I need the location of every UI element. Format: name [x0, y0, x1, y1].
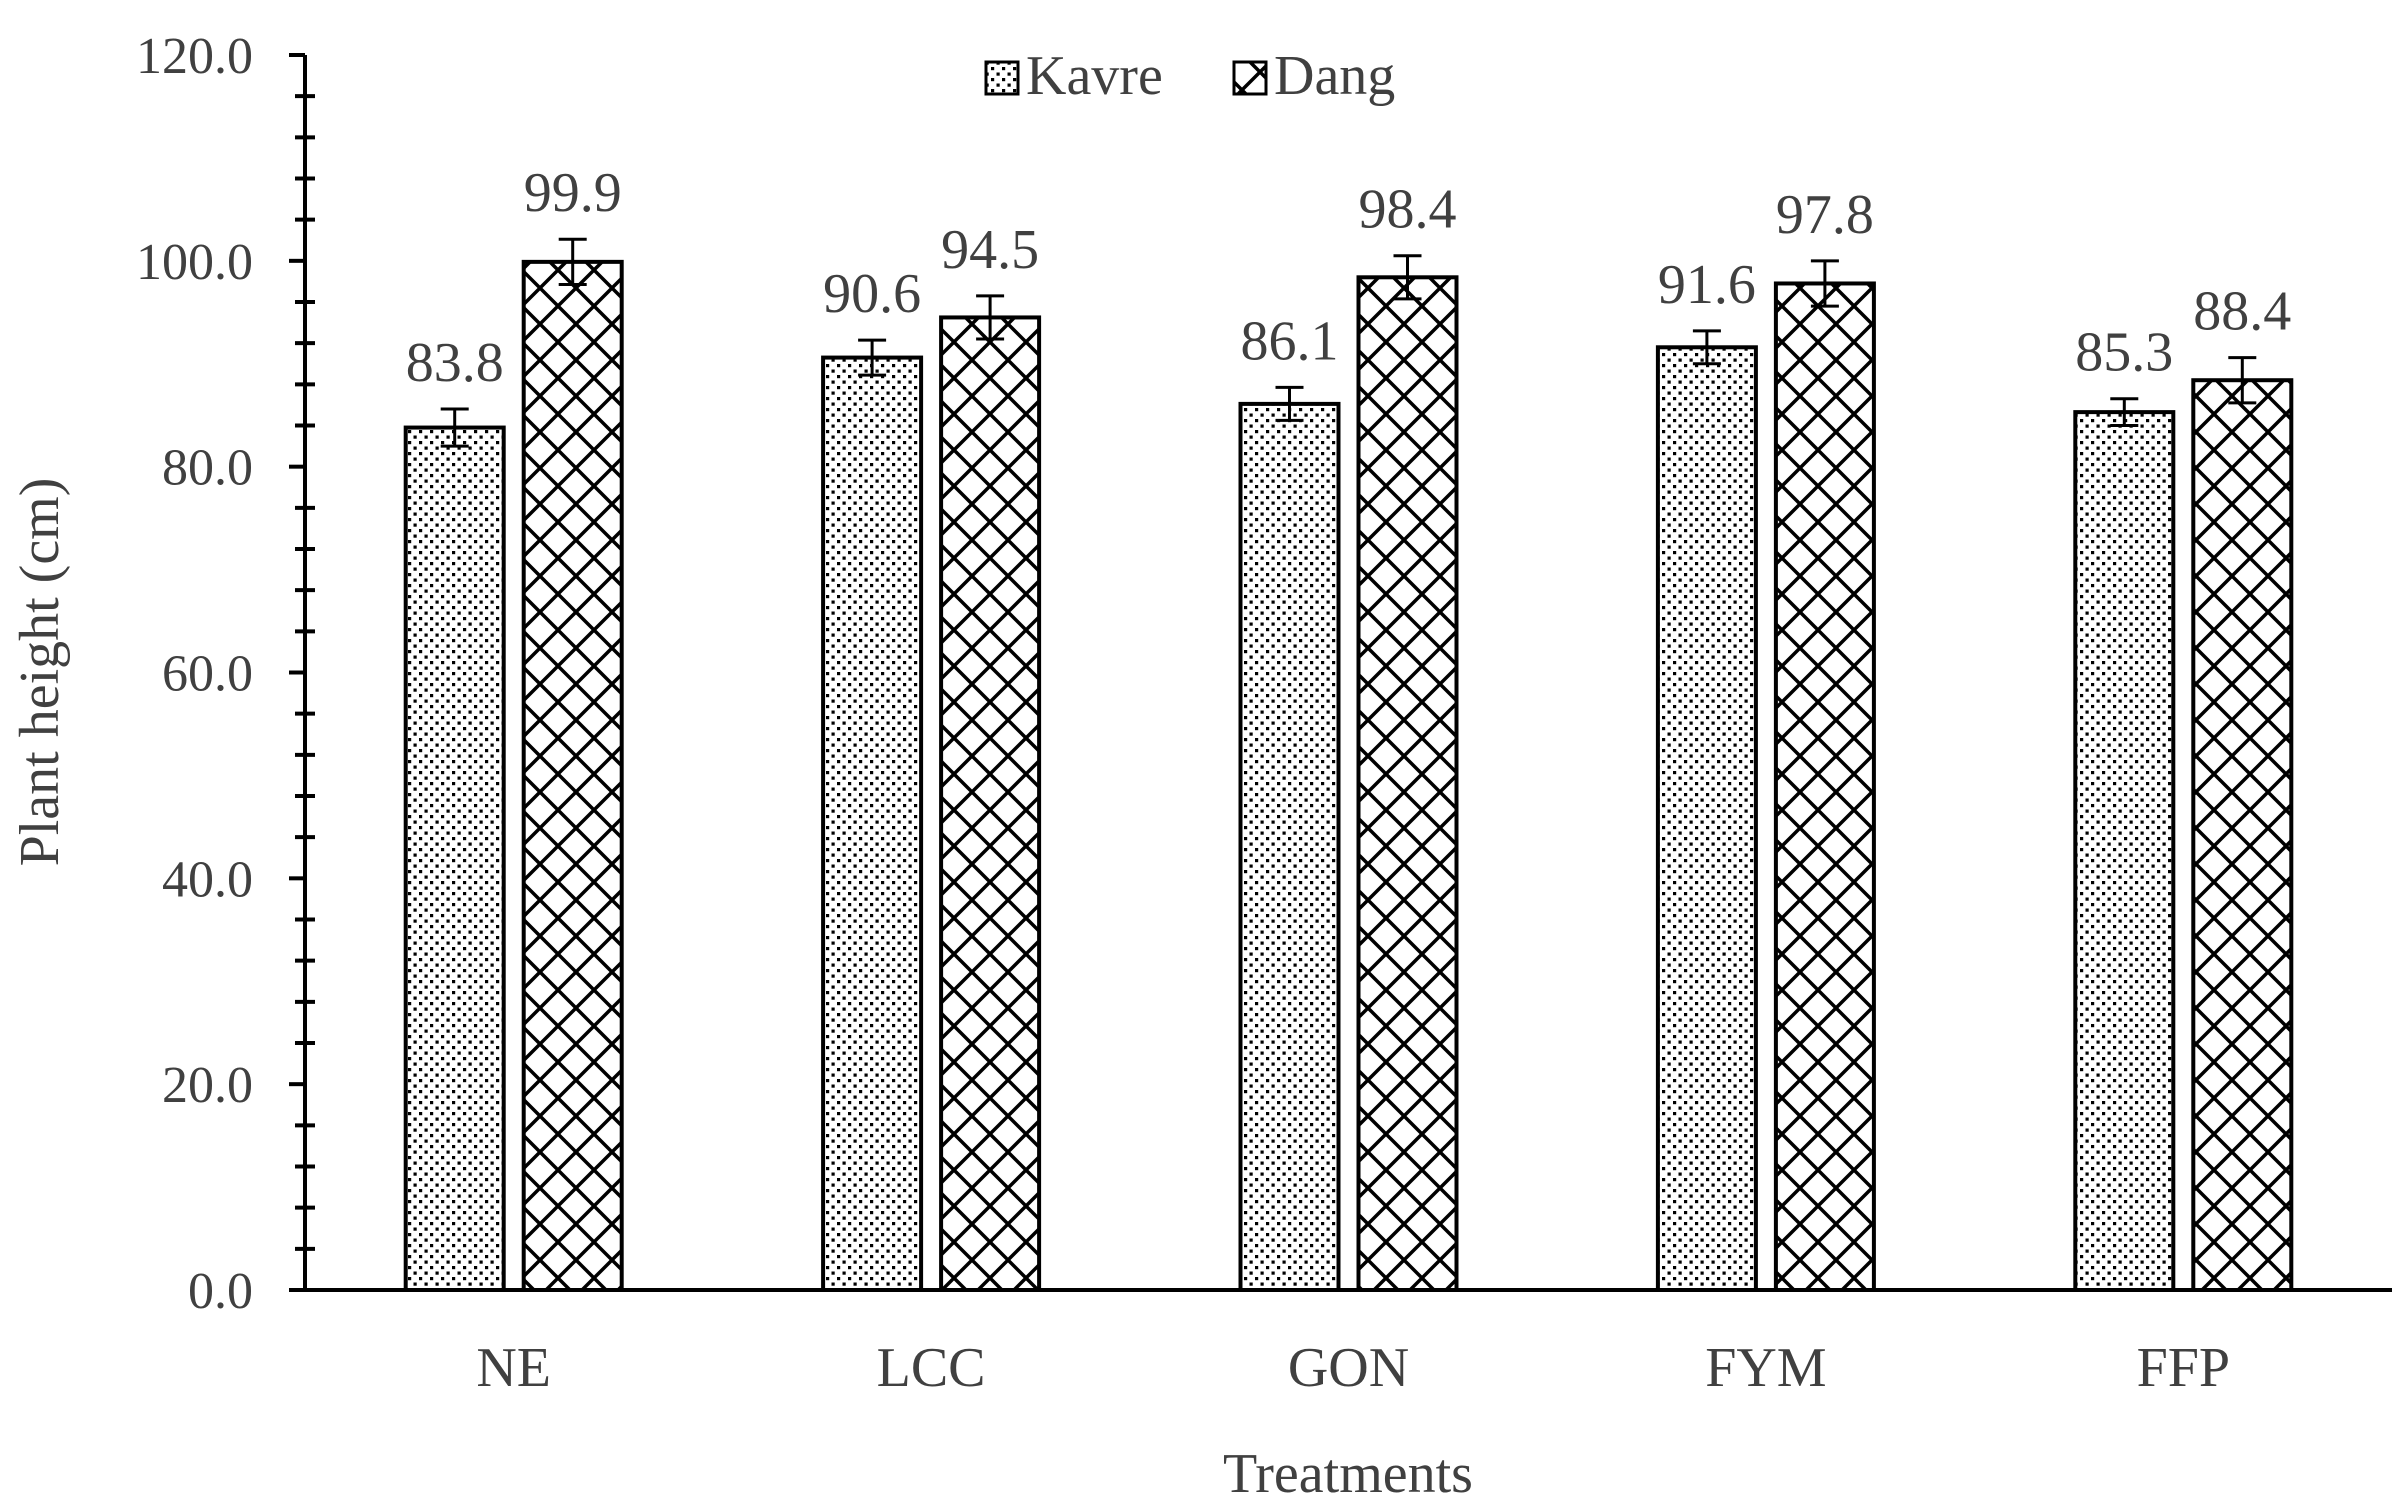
data-label-dang-gon: 98.4	[1359, 179, 1457, 241]
bar-kavre-fym	[1655, 345, 1758, 1292]
data-label-kavre-ne: 83.8	[406, 332, 504, 394]
data-label-kavre-gon: 86.1	[1241, 310, 1339, 372]
data-labels-layer: 83.8 99.9 90.6 94.5 86.1 98.4 91.6 97.8 85.3 88.4	[406, 162, 2292, 394]
bar-kavre-lcc	[821, 355, 924, 1292]
y-tick-label: 20.0	[162, 1057, 253, 1114]
legend-label-dang: Dang	[1274, 45, 1395, 107]
bar-dang-fym	[1773, 281, 1876, 1293]
data-label-kavre-fym: 91.6	[1658, 254, 1756, 316]
category-label-lcc: LCC	[877, 1337, 986, 1399]
bars-layer	[403, 259, 2294, 1293]
bar-kavre-ne	[403, 425, 506, 1292]
legend-swatch-dang	[1232, 60, 1268, 96]
y-axis-title: Plant height (cm)	[9, 478, 71, 867]
bar-dang-gon	[1356, 275, 1459, 1292]
legend-swatch-kavre	[984, 60, 1020, 96]
category-labels: NE LCC GON FYM FFP	[476, 1337, 2230, 1399]
y-tick-label: 100.0	[136, 234, 253, 291]
category-label-ne: NE	[476, 1337, 551, 1399]
data-label-kavre-lcc: 90.6	[823, 263, 921, 325]
data-label-dang-ffp: 88.4	[2193, 281, 2291, 343]
error-bars-layer	[440, 237, 2257, 448]
category-label-fym: FYM	[1705, 1337, 1826, 1399]
data-label-dang-ne: 99.9	[524, 162, 622, 224]
y-tick-label: 60.0	[162, 646, 253, 703]
legend-label-kavre: Kavre	[1026, 45, 1163, 107]
y-tick-label: 40.0	[162, 851, 253, 908]
bar-kavre-ffp	[2073, 410, 2176, 1292]
data-label-dang-lcc: 94.5	[941, 219, 1039, 281]
data-label-kavre-ffp: 85.3	[2075, 322, 2173, 384]
axes: 0.0 20.0 40.0 60.0 80.0 100.0 120.0	[136, 28, 2392, 1320]
y-axis-ticks: 0.0 20.0 40.0 60.0 80.0 100.0 120.0	[136, 28, 315, 1320]
data-label-dang-fym: 97.8	[1776, 184, 1874, 246]
bar-dang-ffp	[2191, 378, 2294, 1292]
y-tick-label: 80.0	[162, 440, 253, 497]
bar-kavre-gon	[1238, 401, 1341, 1292]
y-tick-label: 0.0	[188, 1263, 253, 1320]
bar-dang-ne	[521, 259, 624, 1292]
y-tick-label: 120.0	[136, 28, 253, 85]
bar-dang-lcc	[939, 315, 1042, 1292]
legend: Kavre Dang	[984, 45, 1395, 107]
category-label-gon: GON	[1288, 1337, 1409, 1399]
category-label-ffp: FFP	[2137, 1337, 2230, 1399]
x-axis-title: Treatments	[1223, 1443, 1473, 1505]
